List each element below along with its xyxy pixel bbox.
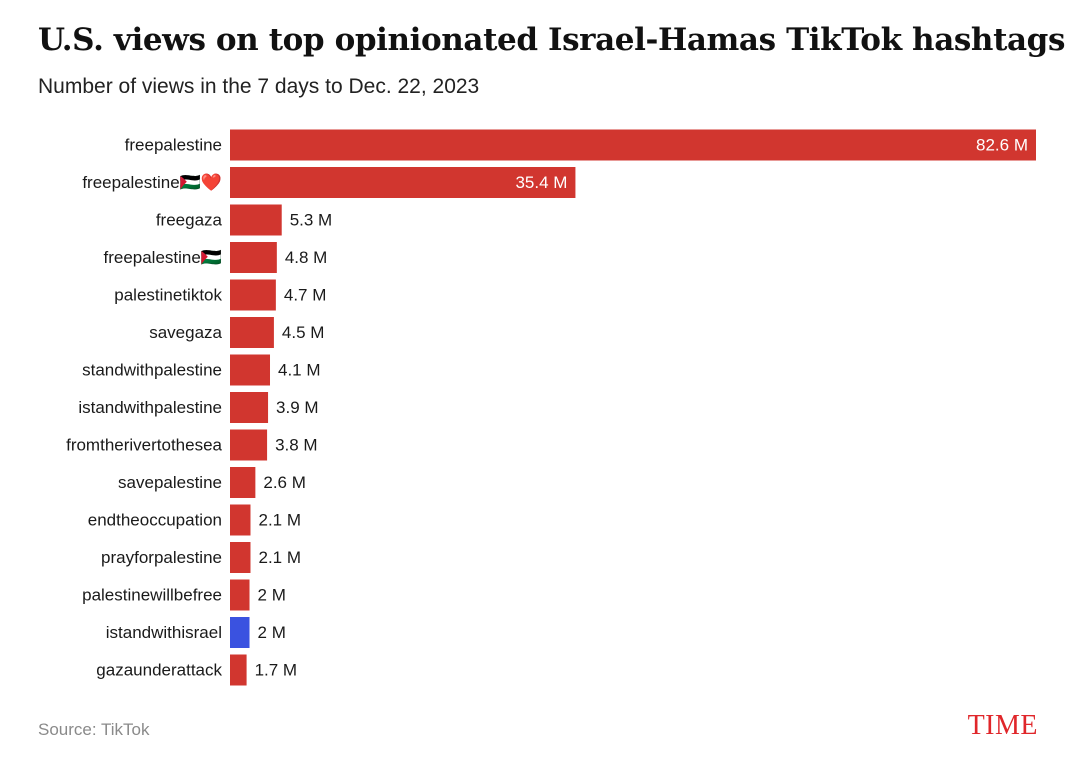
bar <box>230 392 269 423</box>
value-label: 35.4 M <box>515 173 567 192</box>
bar-row-freepalestine: freepalestine 82.6 M <box>125 129 1036 161</box>
bar <box>230 242 277 273</box>
bar <box>230 354 271 386</box>
bar-row-palestinetiktok: palestinetiktok 4.7 M <box>114 279 327 311</box>
bar <box>230 279 276 311</box>
category-label: savegaza <box>149 323 222 342</box>
category-label: palestinetiktok <box>114 286 222 305</box>
value-label: 4.1 M <box>278 361 321 380</box>
category-label: freegaza <box>156 211 223 230</box>
bar <box>230 654 247 686</box>
bar <box>230 204 282 236</box>
category-label: palestinewillbefree <box>82 586 222 605</box>
bar <box>230 129 1036 161</box>
value-label: 2 M <box>258 586 286 605</box>
bar <box>230 617 250 648</box>
category-label: freepalestine🇵🇸 <box>103 248 222 267</box>
value-label: 2.1 M <box>258 511 301 530</box>
category-label: istandwithpalestine <box>78 398 222 417</box>
value-label: 2.6 M <box>263 473 306 492</box>
bar <box>230 429 268 461</box>
category-label: freepalestine <box>125 136 222 155</box>
value-label: 4.7 M <box>284 286 327 305</box>
bar <box>230 542 251 573</box>
value-label: 1.7 M <box>255 661 298 680</box>
category-label: savepalestine <box>118 473 222 492</box>
bar-row-standwithpalestine: standwithpalestine 4.1 M <box>82 354 321 386</box>
bar-row-savepalestine: savepalestine 2.6 M <box>118 467 306 498</box>
bar <box>230 504 251 536</box>
bar-row-prayforpalestine: prayforpalestine 2.1 M <box>101 542 301 573</box>
bar-row-istandwithisrael: istandwithisrael 2 M <box>106 617 286 648</box>
chart-title: U.S. views on top opinionated Israel-Ham… <box>38 22 1066 58</box>
bar-row-freepalestine: freepalestine🇵🇸❤️ 35.4 M <box>82 167 576 198</box>
bar-row-fromtherivertothesea: fromtherivertothesea 3.8 M <box>66 429 318 461</box>
category-label: fromtherivertothesea <box>66 436 222 455</box>
bar <box>230 167 576 198</box>
chart-subtitle: Number of views in the 7 days to Dec. 22… <box>38 75 480 98</box>
source-note: Source: TikTok <box>38 720 150 739</box>
time-logo: TIME <box>967 710 1038 741</box>
category-label: standwithpalestine <box>82 361 222 380</box>
bar <box>230 317 274 348</box>
value-label: 3.9 M <box>276 398 319 417</box>
value-label: 82.6 M <box>976 136 1028 155</box>
value-label: 2 M <box>258 623 286 642</box>
value-label: 4.8 M <box>285 248 328 267</box>
value-label: 5.3 M <box>290 211 333 230</box>
category-label: prayforpalestine <box>101 548 222 567</box>
bar-row-palestinewillbefree: palestinewillbefree 2 M <box>82 579 286 611</box>
value-label: 3.8 M <box>275 436 318 455</box>
value-label: 2.1 M <box>258 548 301 567</box>
bar-row-freegaza: freegaza 5.3 M <box>156 204 333 236</box>
bar-row-gazaunderattack: gazaunderattack 1.7 M <box>96 654 298 686</box>
bar-chart: freepalestine 82.6 M freepalestine🇵🇸❤️ 35.4… <box>66 129 1036 686</box>
category-label: istandwithisrael <box>106 623 222 642</box>
bar-row-freepalestine: freepalestine🇵🇸 4.8 M <box>103 242 327 273</box>
value-label: 4.5 M <box>282 323 325 342</box>
bar-row-savegaza: savegaza 4.5 M <box>149 317 324 348</box>
bar-row-endtheoccupation: endtheoccupation 2.1 M <box>88 504 301 536</box>
bar <box>230 579 250 611</box>
bar-row-istandwithpalestine: istandwithpalestine 3.9 M <box>78 392 319 423</box>
category-label: gazaunderattack <box>96 661 222 680</box>
bar <box>230 467 256 498</box>
category-label: freepalestine🇵🇸❤️ <box>82 173 223 192</box>
category-label: endtheoccupation <box>88 511 222 530</box>
